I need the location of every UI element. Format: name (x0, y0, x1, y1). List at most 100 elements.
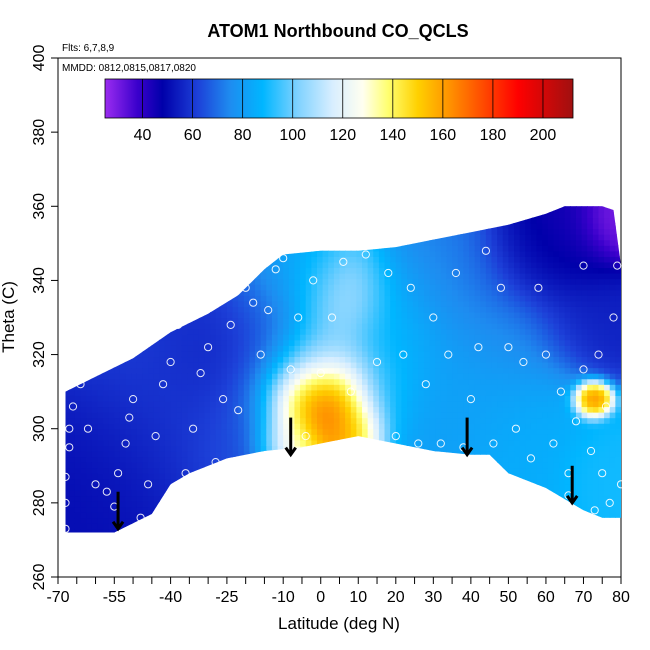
field-cell (474, 423, 481, 430)
field-cell (316, 289, 324, 296)
field-cell (305, 400, 312, 408)
field-cell (136, 484, 144, 491)
field-cell (435, 239, 442, 246)
field-cell (412, 278, 419, 285)
field-cell (266, 334, 273, 341)
field-cell (131, 439, 138, 446)
field-cell (463, 317, 470, 324)
field-cell (97, 445, 104, 452)
field-cell (362, 361, 369, 369)
field-cell (390, 367, 397, 374)
field-cell (277, 384, 284, 391)
field-cell (243, 284, 251, 291)
field-cell (457, 328, 464, 335)
field-cell (80, 434, 87, 441)
field-cell (114, 423, 121, 430)
field-cell (362, 400, 369, 408)
field-cell (294, 361, 301, 369)
field-cell (333, 412, 341, 419)
field-cell (114, 389, 121, 396)
field-cell (65, 400, 70, 408)
field-cell (103, 406, 110, 413)
field-cell (204, 378, 211, 385)
field-cell (497, 428, 504, 435)
field-cell (108, 523, 115, 530)
field-cell (395, 400, 403, 408)
field-cell (362, 334, 369, 341)
field-cell (181, 395, 189, 402)
field-cell (485, 406, 493, 413)
field-cell (345, 384, 352, 391)
field-cell (108, 417, 115, 424)
field-cell (333, 250, 341, 257)
field-cell (395, 250, 403, 257)
field-cell (232, 328, 239, 335)
field-cell (198, 445, 205, 452)
field-cell (119, 523, 127, 530)
field-cell (362, 356, 369, 363)
field-cell (176, 361, 183, 369)
field-cell (508, 395, 515, 402)
field-cell (429, 350, 436, 358)
field-cell (373, 317, 380, 324)
field-cell (108, 456, 115, 463)
field-cell (423, 267, 431, 274)
field-cell (497, 339, 504, 346)
field-cell (345, 261, 352, 269)
field-cell (457, 300, 464, 307)
field-cell (345, 317, 352, 324)
field-cell (91, 501, 99, 508)
field-cell (418, 400, 425, 408)
field-cell (210, 445, 217, 452)
field-cell (86, 456, 93, 463)
field-cell (181, 389, 189, 396)
field-cell (74, 434, 82, 441)
field-cell (497, 384, 504, 391)
field-cell (300, 267, 307, 274)
field-cell (80, 417, 87, 424)
field-cell (260, 306, 267, 313)
field-cell (502, 434, 509, 441)
field-cell (249, 339, 256, 346)
field-cell (271, 367, 279, 374)
field-cell (429, 250, 436, 257)
field-cell (457, 423, 464, 430)
field-cell (362, 339, 369, 346)
field-cell (311, 278, 318, 285)
field-cell (108, 400, 115, 408)
field-cell (457, 306, 464, 313)
field-cell (362, 256, 369, 263)
field-cell (255, 434, 262, 441)
field-cell (322, 434, 329, 441)
field-cell (378, 284, 386, 291)
field-cell (148, 484, 155, 491)
field-cell (204, 450, 211, 458)
field-cell (255, 412, 262, 419)
field-cell (103, 378, 110, 385)
field-cell (170, 345, 177, 352)
field-cell (350, 261, 357, 269)
field-cell (497, 334, 504, 341)
field-cell (187, 439, 194, 446)
field-cell (497, 300, 504, 307)
field-cell (407, 256, 414, 263)
field-cell (260, 378, 267, 385)
field-cell (277, 317, 284, 324)
field-cell (440, 295, 448, 302)
field-cell (74, 439, 82, 446)
field-cell (322, 273, 329, 280)
field-cell (480, 339, 487, 346)
field-cell (502, 367, 509, 374)
field-cell (260, 273, 267, 280)
field-cell (277, 361, 284, 369)
field-cell (91, 400, 99, 408)
field-cell (457, 345, 464, 352)
field-cell (221, 328, 228, 335)
field-cell (316, 339, 324, 346)
field-cell (362, 367, 369, 374)
field-cell (136, 467, 144, 474)
field-cell (491, 267, 498, 274)
field-cell (74, 462, 82, 469)
field-cell (350, 384, 357, 391)
field-cell (412, 295, 419, 302)
